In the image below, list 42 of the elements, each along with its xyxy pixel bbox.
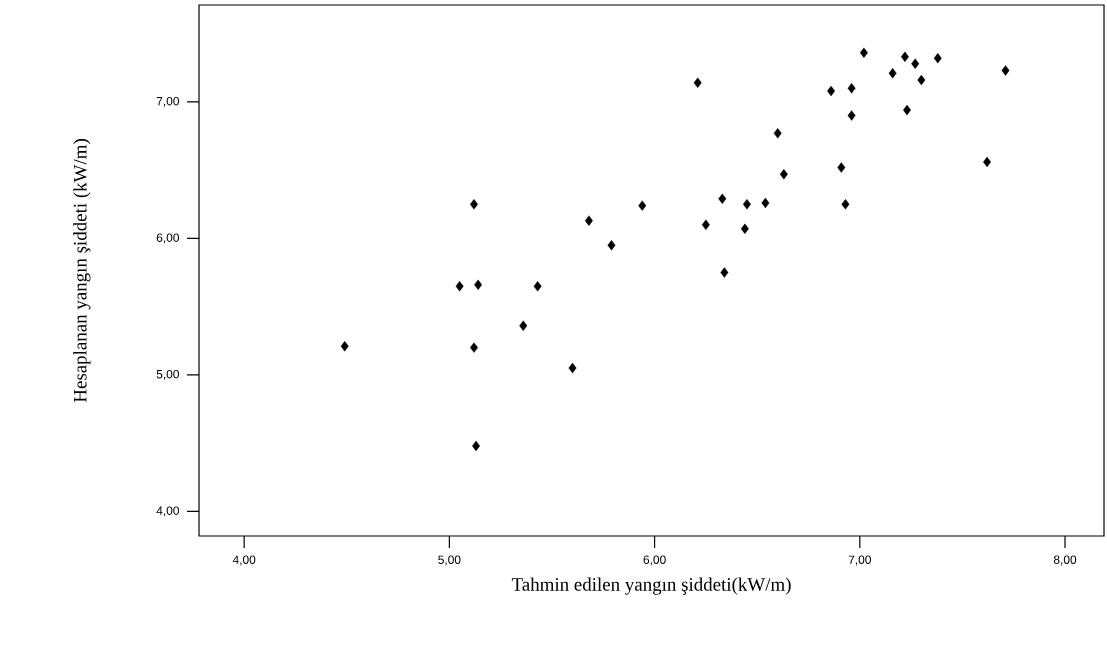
point <box>474 279 483 290</box>
point <box>568 362 577 374</box>
point <box>519 320 528 331</box>
point <box>340 341 349 352</box>
point <box>933 53 942 64</box>
point <box>701 219 710 230</box>
point <box>533 281 542 292</box>
point <box>837 162 846 173</box>
point <box>888 68 897 79</box>
x-axis-title: Tahmin edilen yangın şiddeti(kW/m) <box>511 577 791 595</box>
y-tick-label: 6,00 <box>156 233 180 244</box>
point <box>470 199 478 210</box>
point <box>773 128 782 139</box>
point <box>718 193 727 204</box>
point <box>470 342 478 353</box>
point <box>740 223 749 235</box>
point <box>638 200 647 211</box>
y-tick-label: 4,00 <box>156 506 180 517</box>
point <box>841 199 850 210</box>
x-tick-label: 7,00 <box>848 555 871 566</box>
point <box>1001 65 1010 76</box>
y-axis-title: Hesaplanan yangın şiddeti (kW/m) <box>73 139 91 403</box>
point <box>693 77 702 88</box>
x-tick-label: 4,00 <box>232 555 256 566</box>
point <box>917 74 926 86</box>
x-tick-label: 8,00 <box>1053 555 1077 566</box>
point <box>827 85 836 97</box>
point <box>743 199 751 210</box>
y-tick-label: 5,00 <box>156 369 180 380</box>
x-tick-label: 5,00 <box>438 555 461 566</box>
point <box>911 58 920 69</box>
point <box>847 83 856 94</box>
x-tick-label: 6,00 <box>643 555 666 566</box>
point <box>859 47 868 58</box>
point <box>584 215 593 226</box>
point <box>779 169 788 180</box>
point <box>720 267 729 278</box>
point <box>455 281 464 292</box>
y-tick-label: 7,00 <box>156 96 180 107</box>
point <box>847 110 856 121</box>
point <box>607 240 616 251</box>
point <box>761 197 770 209</box>
